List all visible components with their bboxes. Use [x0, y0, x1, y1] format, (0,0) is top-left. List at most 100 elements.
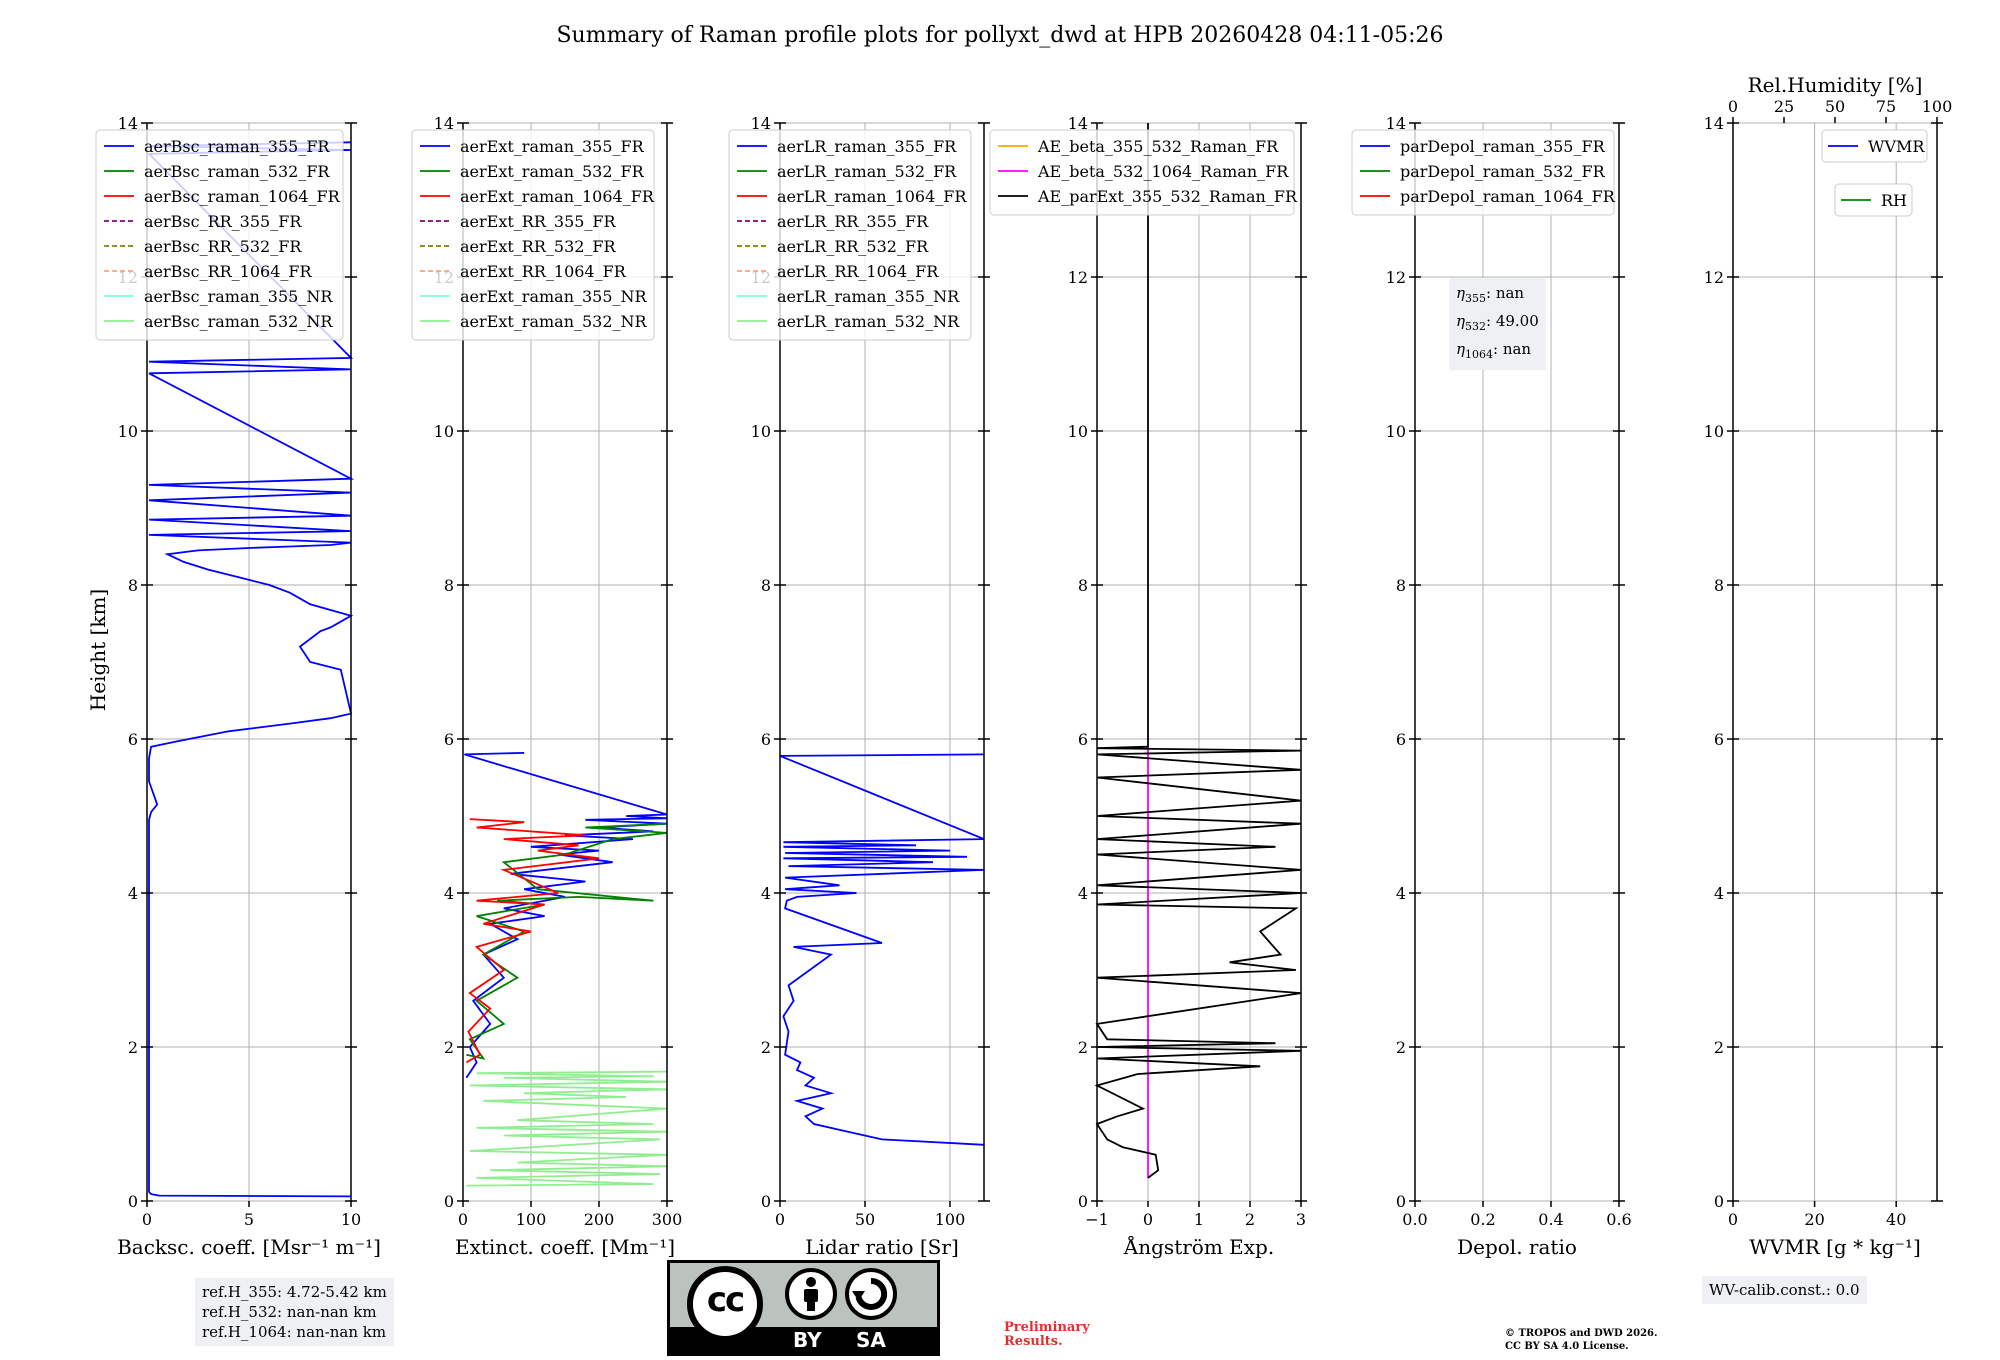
- x-axis-label: Extinct. coeff. [Mm⁻¹]: [455, 1235, 675, 1259]
- y-tick-label: 4: [1396, 884, 1406, 903]
- preliminary-line-1: Preliminary: [1004, 1320, 1090, 1335]
- y-tick-label: 14: [751, 114, 771, 133]
- legend-label: aerLR_raman_1064_FR: [777, 187, 967, 206]
- legend-label: aerBsc_RR_532_FR: [144, 237, 302, 256]
- x-tick-label: 200: [584, 1210, 615, 1229]
- cc-license-badge: cc BY SA: [667, 1260, 940, 1356]
- y-tick-label: 8: [444, 576, 454, 595]
- legend-label: aerExt_raman_532_FR: [460, 162, 645, 181]
- eta-355-value: : nan: [1486, 284, 1525, 302]
- y-tick-label: 0: [1396, 1192, 1406, 1211]
- legend-label: aerExt_raman_355_FR: [460, 137, 645, 156]
- legend-label: aerLR_RR_355_FR: [777, 212, 929, 231]
- legend-box: [728, 129, 972, 341]
- legend-label: aerBsc_raman_355_FR: [144, 137, 330, 156]
- x-tick-label: 0.2: [1470, 1210, 1495, 1229]
- y-tick-label: 2: [1714, 1038, 1724, 1057]
- y-axis-label: Height [km]: [86, 589, 110, 711]
- y-tick-label: 8: [761, 576, 771, 595]
- x-tick-label: 10: [341, 1210, 361, 1229]
- y-tick-label: 10: [118, 422, 138, 441]
- y-tick-label: 6: [761, 730, 771, 749]
- legend-label: aerLR_RR_1064_FR: [777, 262, 939, 281]
- legend-label: aerLR_raman_355_NR: [777, 287, 960, 306]
- top-x-tick-label: 0: [1728, 97, 1738, 116]
- x-tick-label: 0.0: [1402, 1210, 1427, 1229]
- legend-label: aerExt_raman_355_NR: [460, 287, 648, 306]
- y-tick-label: 14: [434, 114, 454, 133]
- ref-height-355: ref.H_355: 4.72-5.42 km: [202, 1283, 387, 1301]
- y-tick-label: 14: [118, 114, 138, 133]
- y-tick-label: 6: [128, 730, 138, 749]
- x-tick-label: 0: [142, 1210, 152, 1229]
- series-line-AE_parExt_355_532_Raman_FR: [1094, 123, 1302, 1179]
- x-tick-label: 0.4: [1538, 1210, 1563, 1229]
- y-tick-label: 12: [1068, 268, 1088, 287]
- legend-label: aerExt_RR_355_FR: [460, 212, 617, 231]
- x-tick-label: 5: [244, 1210, 254, 1229]
- legend-label: parDepol_raman_355_FR: [1400, 137, 1606, 156]
- legend-label: aerBsc_raman_1064_FR: [144, 187, 341, 206]
- eta-355-sub: 355: [1465, 292, 1486, 305]
- legend-box: [989, 129, 1295, 216]
- y-tick-label: 0: [1714, 1192, 1724, 1211]
- cc-logo-icon: [687, 1266, 763, 1342]
- series-line-aerExt_raman_1064_FR: [465, 818, 600, 1064]
- panel-5: 0 2 4 6 8 10 12 14 0.0 0.2 0.4 0.6 Depol. ratio parDe…: [1351, 114, 1632, 1259]
- legend-box: [1834, 183, 1913, 217]
- x-axis-label: WVMR [g * kg⁻¹]: [1749, 1235, 1921, 1259]
- series-line-aerExt_raman_355_FR: [464, 752, 668, 1079]
- series-line-aerBsc_raman_355_FR: [146, 141, 355, 1198]
- x-axis-label: Ångström Exp.: [1123, 1234, 1274, 1259]
- legend-label: aerLR_raman_355_FR: [777, 137, 957, 156]
- eta-1064: η1064: nan: [1456, 340, 1532, 361]
- y-tick-label: 6: [1078, 730, 1088, 749]
- legend-label: WVMR: [1868, 137, 1925, 156]
- legend-label: aerExt_RR_532_FR: [460, 237, 617, 256]
- y-tick-label: 0: [1078, 1192, 1088, 1211]
- legend-label: parDepol_raman_1064_FR: [1400, 187, 1616, 206]
- y-tick-label: 4: [444, 884, 454, 903]
- top-x-axis-label: Rel.Humidity [%]: [1748, 73, 1923, 97]
- x-tick-label: −1: [1085, 1210, 1109, 1229]
- x-tick-label: 100: [935, 1210, 966, 1229]
- eta-532-value: : 49.00: [1486, 312, 1539, 330]
- y-tick-label: 14: [1386, 114, 1406, 133]
- cc-logo-text: cc: [706, 1280, 745, 1320]
- eta-box: η355: nan η532: 49.00 η1064: nan: [1449, 278, 1546, 370]
- copyright-line-1: © TROPOS and DWD 2026.: [1505, 1328, 1658, 1339]
- legend-label: aerExt_RR_1064_FR: [460, 262, 627, 281]
- legend-label: parDepol_raman_532_FR: [1400, 162, 1606, 181]
- x-tick-label: 50: [855, 1210, 875, 1229]
- y-tick-label: 2: [761, 1038, 771, 1057]
- copyright-line-2: CC BY SA 4.0 License.: [1505, 1341, 1629, 1352]
- y-tick-label: 6: [444, 730, 454, 749]
- y-tick-label: 12: [1386, 268, 1406, 287]
- cc-sa-label: SA: [856, 1328, 886, 1352]
- y-tick-label: 4: [761, 884, 771, 903]
- y-tick-label: 12: [1704, 268, 1724, 287]
- x-tick-label: 0: [775, 1210, 785, 1229]
- x-tick-label: 40: [1886, 1210, 1906, 1229]
- y-tick-label: 6: [1396, 730, 1406, 749]
- y-tick-label: 8: [1078, 576, 1088, 595]
- y-tick-label: 10: [1386, 422, 1406, 441]
- share-alike-glyph: [852, 1277, 888, 1310]
- preliminary-results-note: Preliminary Results.: [1004, 1321, 1090, 1349]
- x-axis-label: Backsc. coeff. [Msr⁻¹ m⁻¹]: [117, 1235, 381, 1259]
- wv-calib-box: WV-calib.const.: 0.0: [1702, 1276, 1867, 1304]
- legend-label: aerExt_raman_532_NR: [460, 312, 648, 331]
- eta-532: η532: 49.00: [1456, 312, 1539, 333]
- y-tick-label: 2: [1078, 1038, 1088, 1057]
- x-tick-label: 2: [1245, 1210, 1255, 1229]
- y-tick-label: 4: [1078, 884, 1088, 903]
- top-x-tick-label: 25: [1774, 97, 1794, 116]
- y-tick-label: 0: [444, 1192, 454, 1211]
- y-tick-label: 10: [1704, 422, 1724, 441]
- y-tick-label: 14: [1068, 114, 1088, 133]
- x-axis-label: Depol. ratio: [1457, 1235, 1577, 1259]
- top-x-tick-label: 50: [1825, 97, 1845, 116]
- x-tick-label: 100: [516, 1210, 547, 1229]
- y-tick-label: 2: [444, 1038, 454, 1057]
